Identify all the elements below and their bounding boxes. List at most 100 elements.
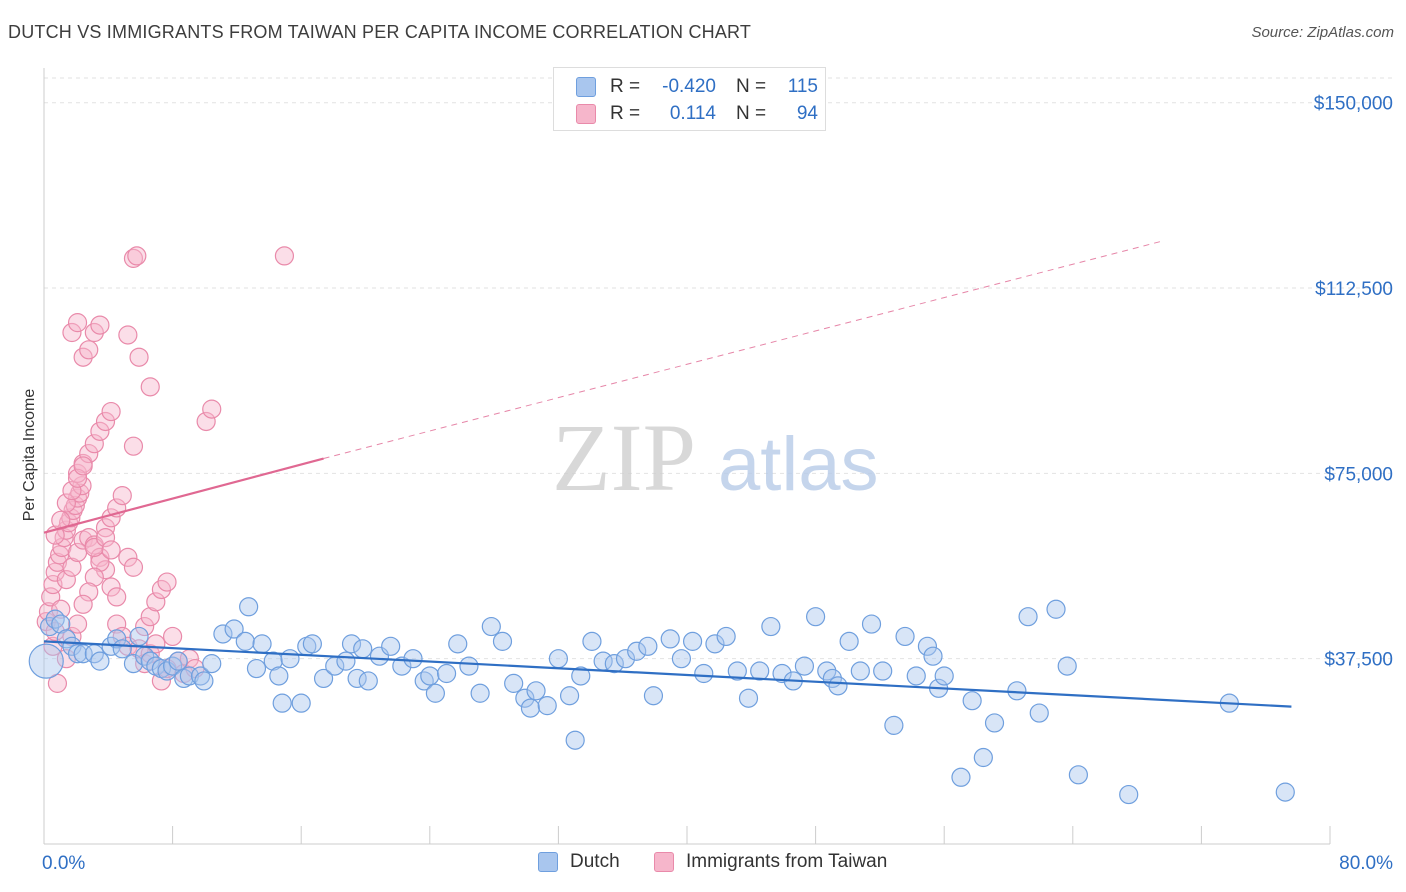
taiwan-point xyxy=(101,401,121,422)
taiwan-legend-swatch xyxy=(654,852,674,872)
dutch-point xyxy=(828,676,848,696)
taiwan-point xyxy=(123,436,144,456)
dutch-n-label: N = xyxy=(736,76,767,97)
legend-row-dutch: R = -0.420 N = 115 xyxy=(576,75,818,99)
taiwan-point xyxy=(90,315,110,335)
dutch-point xyxy=(738,688,759,708)
taiwan-point xyxy=(41,587,61,607)
dutch-point xyxy=(470,683,490,703)
dutch-point xyxy=(571,666,591,686)
dutch-series xyxy=(28,597,1295,805)
dutch-r-value: -0.420 xyxy=(662,76,716,97)
dutch-legend-label: Dutch xyxy=(570,851,620,872)
dutch-point xyxy=(515,688,535,708)
dutch-point xyxy=(984,713,1005,733)
dutch-point xyxy=(252,634,272,654)
dutch-point xyxy=(269,666,289,686)
taiwan-point xyxy=(202,399,222,419)
dutch-point xyxy=(129,626,149,647)
dutch-point xyxy=(895,626,915,647)
y-tick-label: $37,500 xyxy=(1324,650,1393,671)
dutch-point xyxy=(917,636,938,656)
dutch-point xyxy=(358,671,378,691)
taiwan-point xyxy=(101,577,121,597)
taiwan-point xyxy=(84,434,104,454)
axes xyxy=(43,68,1331,845)
taiwan-point xyxy=(140,607,160,627)
dutch-point xyxy=(973,747,993,768)
dutch-point xyxy=(537,696,557,716)
dutch-point xyxy=(1057,656,1077,676)
taiwan-point xyxy=(163,626,183,647)
dutch-point xyxy=(682,631,703,651)
dutch-point xyxy=(772,663,792,684)
taiwan-point xyxy=(51,599,71,619)
legend-item-dutch[interactable]: Dutch xyxy=(538,851,620,873)
taiwan-point xyxy=(90,421,110,441)
taiwan-point xyxy=(73,594,93,614)
dutch-point xyxy=(861,614,882,634)
dutch-point xyxy=(347,668,367,689)
legend-row-taiwan: R = 0.114 N = 94 xyxy=(576,102,818,126)
dutch-point xyxy=(839,631,859,651)
taiwan-point xyxy=(67,313,88,333)
dutch-point xyxy=(1029,703,1049,723)
dutch-point xyxy=(224,619,244,639)
dutch-point xyxy=(604,654,624,674)
dutch-point xyxy=(750,661,770,681)
dutch-point xyxy=(492,631,513,651)
series-legend: Dutch Immigrants from Taiwan xyxy=(0,851,1406,877)
dutch-point xyxy=(934,666,954,686)
taiwan-point xyxy=(95,411,116,432)
dutch-point xyxy=(459,656,479,676)
dutch-point xyxy=(850,661,870,681)
dutch-point xyxy=(951,767,971,787)
dutch-point xyxy=(73,644,93,664)
taiwan-point xyxy=(79,582,99,602)
dutch-point xyxy=(671,649,692,669)
dutch-point xyxy=(1007,681,1027,701)
taiwan-trend-extension xyxy=(323,240,1163,460)
taiwan-point xyxy=(56,493,76,513)
dutch-point xyxy=(313,668,334,689)
dutch-point xyxy=(280,649,300,669)
taiwan-point xyxy=(38,602,59,622)
taiwan-point xyxy=(62,481,82,501)
taiwan-point xyxy=(118,325,138,345)
dutch-point xyxy=(526,681,546,701)
dutch-point xyxy=(923,646,943,666)
dutch-point xyxy=(694,663,714,684)
dutch-legend-swatch xyxy=(538,852,558,872)
dutch-point xyxy=(884,715,904,735)
trend-lines xyxy=(43,240,1292,708)
dutch-point xyxy=(727,661,747,681)
dutch-point xyxy=(873,661,893,681)
dutch-point xyxy=(28,643,64,679)
dutch-point xyxy=(272,693,292,713)
taiwan-point xyxy=(95,518,116,538)
stats-legend: R = -0.420 N = 115 R = 0.114 N = 94 xyxy=(553,67,826,131)
source-label: Source: ZipAtlas.com xyxy=(1251,24,1394,41)
taiwan-trend-line xyxy=(43,457,324,534)
taiwan-point xyxy=(67,468,88,488)
dutch-point xyxy=(202,654,222,674)
dutch-point xyxy=(392,656,412,676)
watermark-atlas: atlas xyxy=(718,422,879,507)
dutch-point xyxy=(425,683,445,703)
taiwan-point xyxy=(73,456,93,476)
dutch-point xyxy=(962,691,982,711)
grid-lines xyxy=(44,77,1392,660)
legend-item-taiwan[interactable]: Immigrants from Taiwan xyxy=(654,851,887,873)
y-tick-label: $150,000 xyxy=(1314,94,1393,115)
dutch-point xyxy=(660,629,680,649)
dutch-n-value: 115 xyxy=(787,76,818,97)
taiwan-point xyxy=(129,347,149,367)
taiwan-r-label: R = xyxy=(610,103,641,124)
taiwan-point xyxy=(90,552,110,572)
watermark-zip: ZIP xyxy=(552,404,696,511)
dutch-point xyxy=(123,654,144,674)
taiwan-n-value: 94 xyxy=(796,103,818,124)
dutch-point xyxy=(615,649,636,669)
dutch-point xyxy=(1275,782,1295,802)
taiwan-point xyxy=(62,322,82,343)
